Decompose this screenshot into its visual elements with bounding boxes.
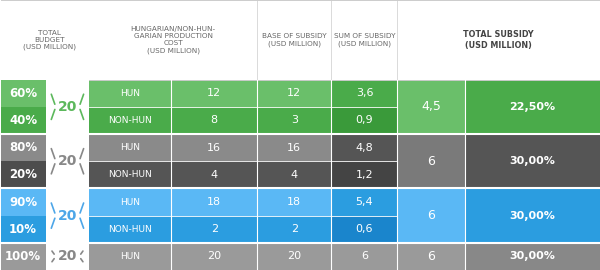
Bar: [397, 243, 465, 270]
Text: 3,6: 3,6: [356, 88, 373, 98]
Text: 4: 4: [211, 170, 218, 180]
Bar: [172, 188, 257, 216]
Text: 16: 16: [287, 143, 301, 153]
Text: 3: 3: [291, 116, 298, 126]
Bar: [257, 216, 331, 243]
Bar: [89, 134, 172, 161]
Bar: [172, 80, 257, 107]
Bar: [257, 80, 331, 107]
Bar: [172, 216, 257, 243]
Text: 12: 12: [287, 88, 301, 98]
Text: 90%: 90%: [9, 195, 37, 208]
Text: 10%: 10%: [9, 223, 37, 236]
Text: 100%: 100%: [5, 250, 41, 263]
Bar: [89, 107, 172, 134]
Text: 4,8: 4,8: [356, 143, 373, 153]
Text: 0,9: 0,9: [356, 116, 373, 126]
Text: 1,2: 1,2: [356, 170, 373, 180]
Bar: [1, 243, 46, 270]
Text: 4: 4: [291, 170, 298, 180]
Text: HUN: HUN: [121, 143, 140, 152]
Text: 20: 20: [207, 251, 221, 261]
Text: 80%: 80%: [9, 141, 37, 154]
Bar: [257, 161, 331, 188]
Bar: [257, 107, 331, 134]
Text: HUNGARIAN/NON-HUN-
GARIAN PRODUCTION
COST
(USD MILLION): HUNGARIAN/NON-HUN- GARIAN PRODUCTION COS…: [131, 26, 216, 53]
Bar: [397, 188, 465, 243]
Text: HUN: HUN: [121, 252, 140, 261]
Bar: [1, 107, 46, 134]
Text: 20: 20: [58, 249, 77, 264]
Bar: [1, 0, 600, 80]
Bar: [331, 243, 397, 270]
Text: 2: 2: [211, 224, 218, 234]
Bar: [89, 161, 172, 188]
Text: BASE OF SUBSIDY
(USD MILLION): BASE OF SUBSIDY (USD MILLION): [262, 33, 326, 46]
Bar: [1, 188, 46, 216]
Bar: [465, 188, 600, 243]
Text: 20: 20: [58, 100, 77, 114]
Bar: [465, 243, 600, 270]
Bar: [331, 188, 397, 216]
Text: NON-HUN: NON-HUN: [109, 225, 152, 234]
Text: 6: 6: [427, 250, 435, 263]
Text: NON-HUN: NON-HUN: [109, 116, 152, 125]
Bar: [465, 134, 600, 188]
Bar: [172, 107, 257, 134]
Text: 20%: 20%: [9, 168, 37, 181]
Text: TOTAL
BUDGET
(USD MILLION): TOTAL BUDGET (USD MILLION): [23, 30, 76, 50]
Text: 20: 20: [287, 251, 301, 261]
Text: NON-HUN: NON-HUN: [109, 170, 152, 179]
Bar: [89, 80, 172, 107]
Text: 30,00%: 30,00%: [509, 156, 556, 166]
Bar: [89, 188, 172, 216]
Text: 2: 2: [291, 224, 298, 234]
Bar: [465, 80, 600, 134]
Text: HUN: HUN: [121, 89, 140, 98]
Bar: [331, 107, 397, 134]
Bar: [1, 134, 46, 161]
Text: 22,50%: 22,50%: [509, 102, 556, 112]
Bar: [331, 216, 397, 243]
Text: 40%: 40%: [9, 114, 37, 127]
Bar: [331, 134, 397, 161]
Text: 30,00%: 30,00%: [509, 211, 556, 221]
Bar: [257, 134, 331, 161]
Bar: [1, 80, 46, 107]
Text: TOTAL SUBSIDY
(USD MILLION): TOTAL SUBSIDY (USD MILLION): [463, 30, 534, 49]
Text: 6: 6: [427, 209, 435, 222]
Text: 6: 6: [361, 251, 368, 261]
Text: 5,4: 5,4: [356, 197, 373, 207]
Text: 4,5: 4,5: [421, 100, 441, 113]
Text: 12: 12: [207, 88, 221, 98]
Text: 6: 6: [427, 155, 435, 168]
Text: 0,6: 0,6: [356, 224, 373, 234]
Bar: [172, 243, 257, 270]
Text: 18: 18: [207, 197, 221, 207]
Bar: [331, 161, 397, 188]
Text: 8: 8: [211, 116, 218, 126]
Text: 20: 20: [58, 209, 77, 222]
Text: HUN: HUN: [121, 198, 140, 207]
Text: SUM OF SUBSIDY
(USD MILLION): SUM OF SUBSIDY (USD MILLION): [334, 33, 395, 46]
Text: 16: 16: [208, 143, 221, 153]
Bar: [89, 243, 172, 270]
Bar: [397, 134, 465, 188]
Bar: [1, 216, 46, 243]
Bar: [172, 134, 257, 161]
Bar: [397, 80, 465, 134]
Text: 18: 18: [287, 197, 301, 207]
Text: 20: 20: [58, 154, 77, 168]
Bar: [172, 161, 257, 188]
Text: 30,00%: 30,00%: [509, 251, 556, 261]
Text: 60%: 60%: [9, 87, 37, 100]
Bar: [257, 188, 331, 216]
Bar: [331, 80, 397, 107]
Bar: [1, 161, 46, 188]
Bar: [89, 216, 172, 243]
Bar: [257, 243, 331, 270]
